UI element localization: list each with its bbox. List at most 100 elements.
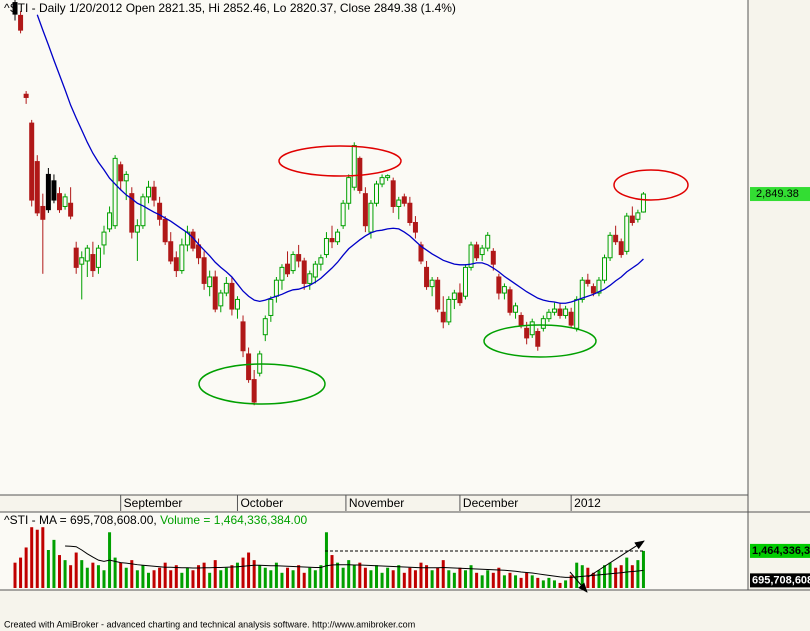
volume-bar	[525, 572, 529, 588]
volume-bar	[380, 572, 384, 588]
volume-bar	[586, 567, 590, 588]
candle-body	[435, 279, 441, 310]
candle-body	[196, 244, 202, 259]
volume-ma	[65, 545, 644, 578]
volume-ma-title: ^STI - MA = 695,708,608.00,	[4, 513, 160, 527]
candle-body	[479, 247, 485, 256]
candle-body	[179, 244, 185, 272]
candle-body	[296, 254, 302, 262]
volume-bar	[519, 577, 523, 588]
volume-bar	[469, 565, 473, 588]
volume-bar	[91, 562, 95, 588]
chart-title: ^STI - Daily 1/20/2012 Open 2821.35, Hi …	[4, 1, 456, 15]
price-pane	[0, 0, 748, 495]
volume-bar	[608, 562, 612, 588]
volume-bar	[358, 562, 362, 588]
candle-body	[335, 231, 341, 243]
volume-bar	[219, 570, 223, 588]
volume-bar	[286, 567, 290, 588]
candle-body	[307, 273, 313, 284]
candle-body	[223, 282, 229, 294]
candle-body	[374, 183, 380, 204]
volume-bar	[74, 552, 78, 588]
candle-body	[579, 279, 585, 300]
volume-bar	[58, 555, 62, 588]
volume-bar	[163, 562, 167, 588]
annotation-arrow	[587, 540, 645, 578]
candle-body	[602, 257, 608, 281]
price-label: 2,849.38	[756, 188, 799, 200]
candle-body	[40, 205, 46, 220]
volume-bar	[52, 539, 56, 588]
volume-bar	[352, 565, 356, 588]
volume-bar	[258, 565, 262, 588]
candle-body	[201, 257, 207, 284]
volume-bar	[541, 580, 545, 588]
candle-body	[301, 260, 307, 284]
candle-body	[129, 193, 135, 233]
volume-bar	[113, 557, 117, 588]
volume-bar	[614, 567, 618, 588]
volume-bar	[502, 575, 506, 588]
volume-bar	[591, 572, 595, 588]
volume-bar	[69, 565, 73, 588]
volume-bar	[224, 567, 228, 588]
volume-bar	[169, 570, 173, 588]
volume-bar	[174, 565, 178, 588]
candle-body	[112, 157, 118, 227]
candle-body	[346, 177, 352, 204]
candle-body	[23, 93, 29, 98]
volume-bar	[202, 562, 206, 588]
candle-body	[407, 202, 413, 223]
candle-body	[234, 298, 240, 310]
volume-bar	[547, 577, 551, 588]
x-tick-label: September	[124, 496, 183, 510]
candle-body	[90, 254, 96, 272]
volume-bar	[130, 560, 134, 588]
candle-body	[68, 202, 74, 217]
volume-bar	[641, 550, 645, 588]
candle-body	[524, 327, 530, 339]
x-tick-label: November	[349, 496, 404, 510]
volume-bar	[41, 527, 45, 588]
candle-body	[590, 286, 596, 294]
volume-bar	[369, 570, 373, 588]
candle-body	[145, 186, 151, 198]
volume-bar	[158, 567, 162, 588]
annotation-ellipse	[198, 363, 326, 405]
candle-body	[440, 311, 446, 323]
volume-bar	[391, 570, 395, 588]
candle-body	[424, 266, 430, 288]
volume-bar	[85, 567, 89, 588]
volume-bar	[119, 562, 123, 588]
candle-body	[84, 247, 90, 262]
volume-bar	[430, 570, 434, 588]
candle-body	[635, 212, 641, 220]
volume-bar	[441, 560, 445, 588]
volume-bar	[324, 532, 328, 588]
volume-bar	[375, 565, 379, 588]
candle-body	[340, 202, 346, 227]
candle-body	[329, 238, 335, 243]
candle-body	[12, 2, 18, 15]
candle-body	[563, 308, 569, 316]
volume-bar	[19, 557, 23, 588]
volume-bar	[302, 572, 306, 588]
volume-ma-label-box	[750, 573, 810, 588]
volume-bar	[291, 570, 295, 588]
volume-bar	[197, 565, 201, 588]
candle-body	[446, 298, 452, 323]
volume-bar	[313, 570, 317, 588]
candle-body	[518, 314, 524, 326]
volume-bar	[402, 572, 406, 588]
x-tick-label: 2012	[574, 496, 601, 510]
candle-body	[212, 276, 218, 310]
candle-body	[240, 321, 246, 352]
candle-body	[507, 289, 513, 313]
volume-bar	[13, 562, 17, 588]
candle-body	[535, 330, 541, 347]
volume-bar	[297, 565, 301, 588]
volume-bar	[463, 570, 467, 588]
candle-body	[412, 221, 418, 233]
volume-bar	[213, 560, 217, 588]
